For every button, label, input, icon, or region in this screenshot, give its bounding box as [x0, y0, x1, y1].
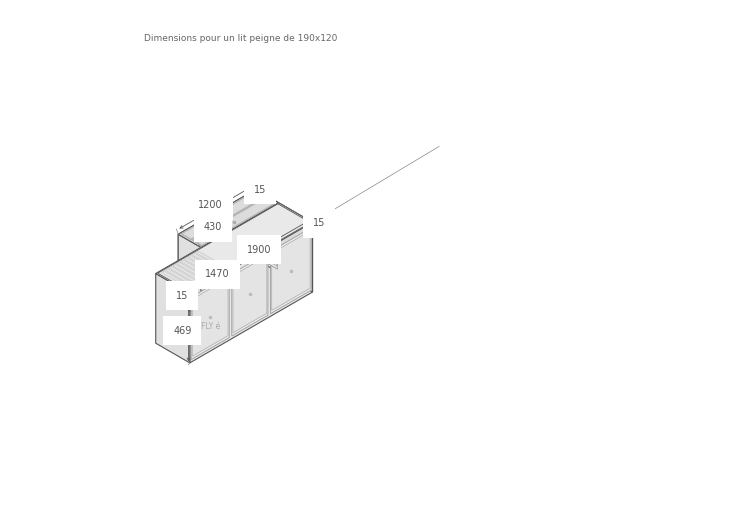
Polygon shape [232, 253, 268, 336]
Polygon shape [169, 266, 202, 285]
Polygon shape [156, 274, 190, 363]
Text: 1900: 1900 [247, 245, 272, 255]
Polygon shape [156, 203, 313, 293]
Text: 469: 469 [173, 326, 191, 335]
Polygon shape [278, 203, 313, 292]
Text: Dimensions pour un lit peigne de 190x120: Dimensions pour un lit peigne de 190x120 [143, 34, 337, 43]
Polygon shape [257, 198, 277, 266]
Polygon shape [196, 251, 229, 270]
Text: FLY é: FLY é [257, 235, 277, 244]
Polygon shape [191, 275, 230, 359]
Polygon shape [178, 189, 278, 248]
Polygon shape [178, 189, 256, 304]
Polygon shape [192, 278, 228, 356]
Polygon shape [182, 192, 264, 239]
Text: 1470: 1470 [206, 269, 230, 279]
Polygon shape [233, 256, 267, 333]
Polygon shape [188, 255, 221, 275]
Text: 430: 430 [204, 222, 222, 232]
Polygon shape [165, 269, 198, 288]
Polygon shape [181, 191, 265, 240]
Polygon shape [177, 262, 210, 281]
Polygon shape [256, 195, 278, 269]
Text: 15: 15 [176, 291, 188, 301]
Polygon shape [178, 235, 201, 317]
Polygon shape [193, 198, 274, 245]
Polygon shape [271, 228, 311, 314]
Polygon shape [172, 264, 206, 283]
Polygon shape [181, 260, 214, 279]
Text: 15: 15 [254, 185, 266, 194]
Polygon shape [192, 253, 225, 272]
Polygon shape [190, 223, 313, 363]
Polygon shape [158, 204, 310, 292]
Text: 1200: 1200 [198, 200, 223, 210]
Polygon shape [256, 189, 278, 272]
Polygon shape [191, 197, 276, 246]
Polygon shape [184, 257, 218, 277]
Text: FLY é: FLY é [200, 321, 220, 331]
Polygon shape [272, 231, 310, 310]
Polygon shape [161, 271, 194, 290]
Text: 15: 15 [313, 218, 325, 228]
